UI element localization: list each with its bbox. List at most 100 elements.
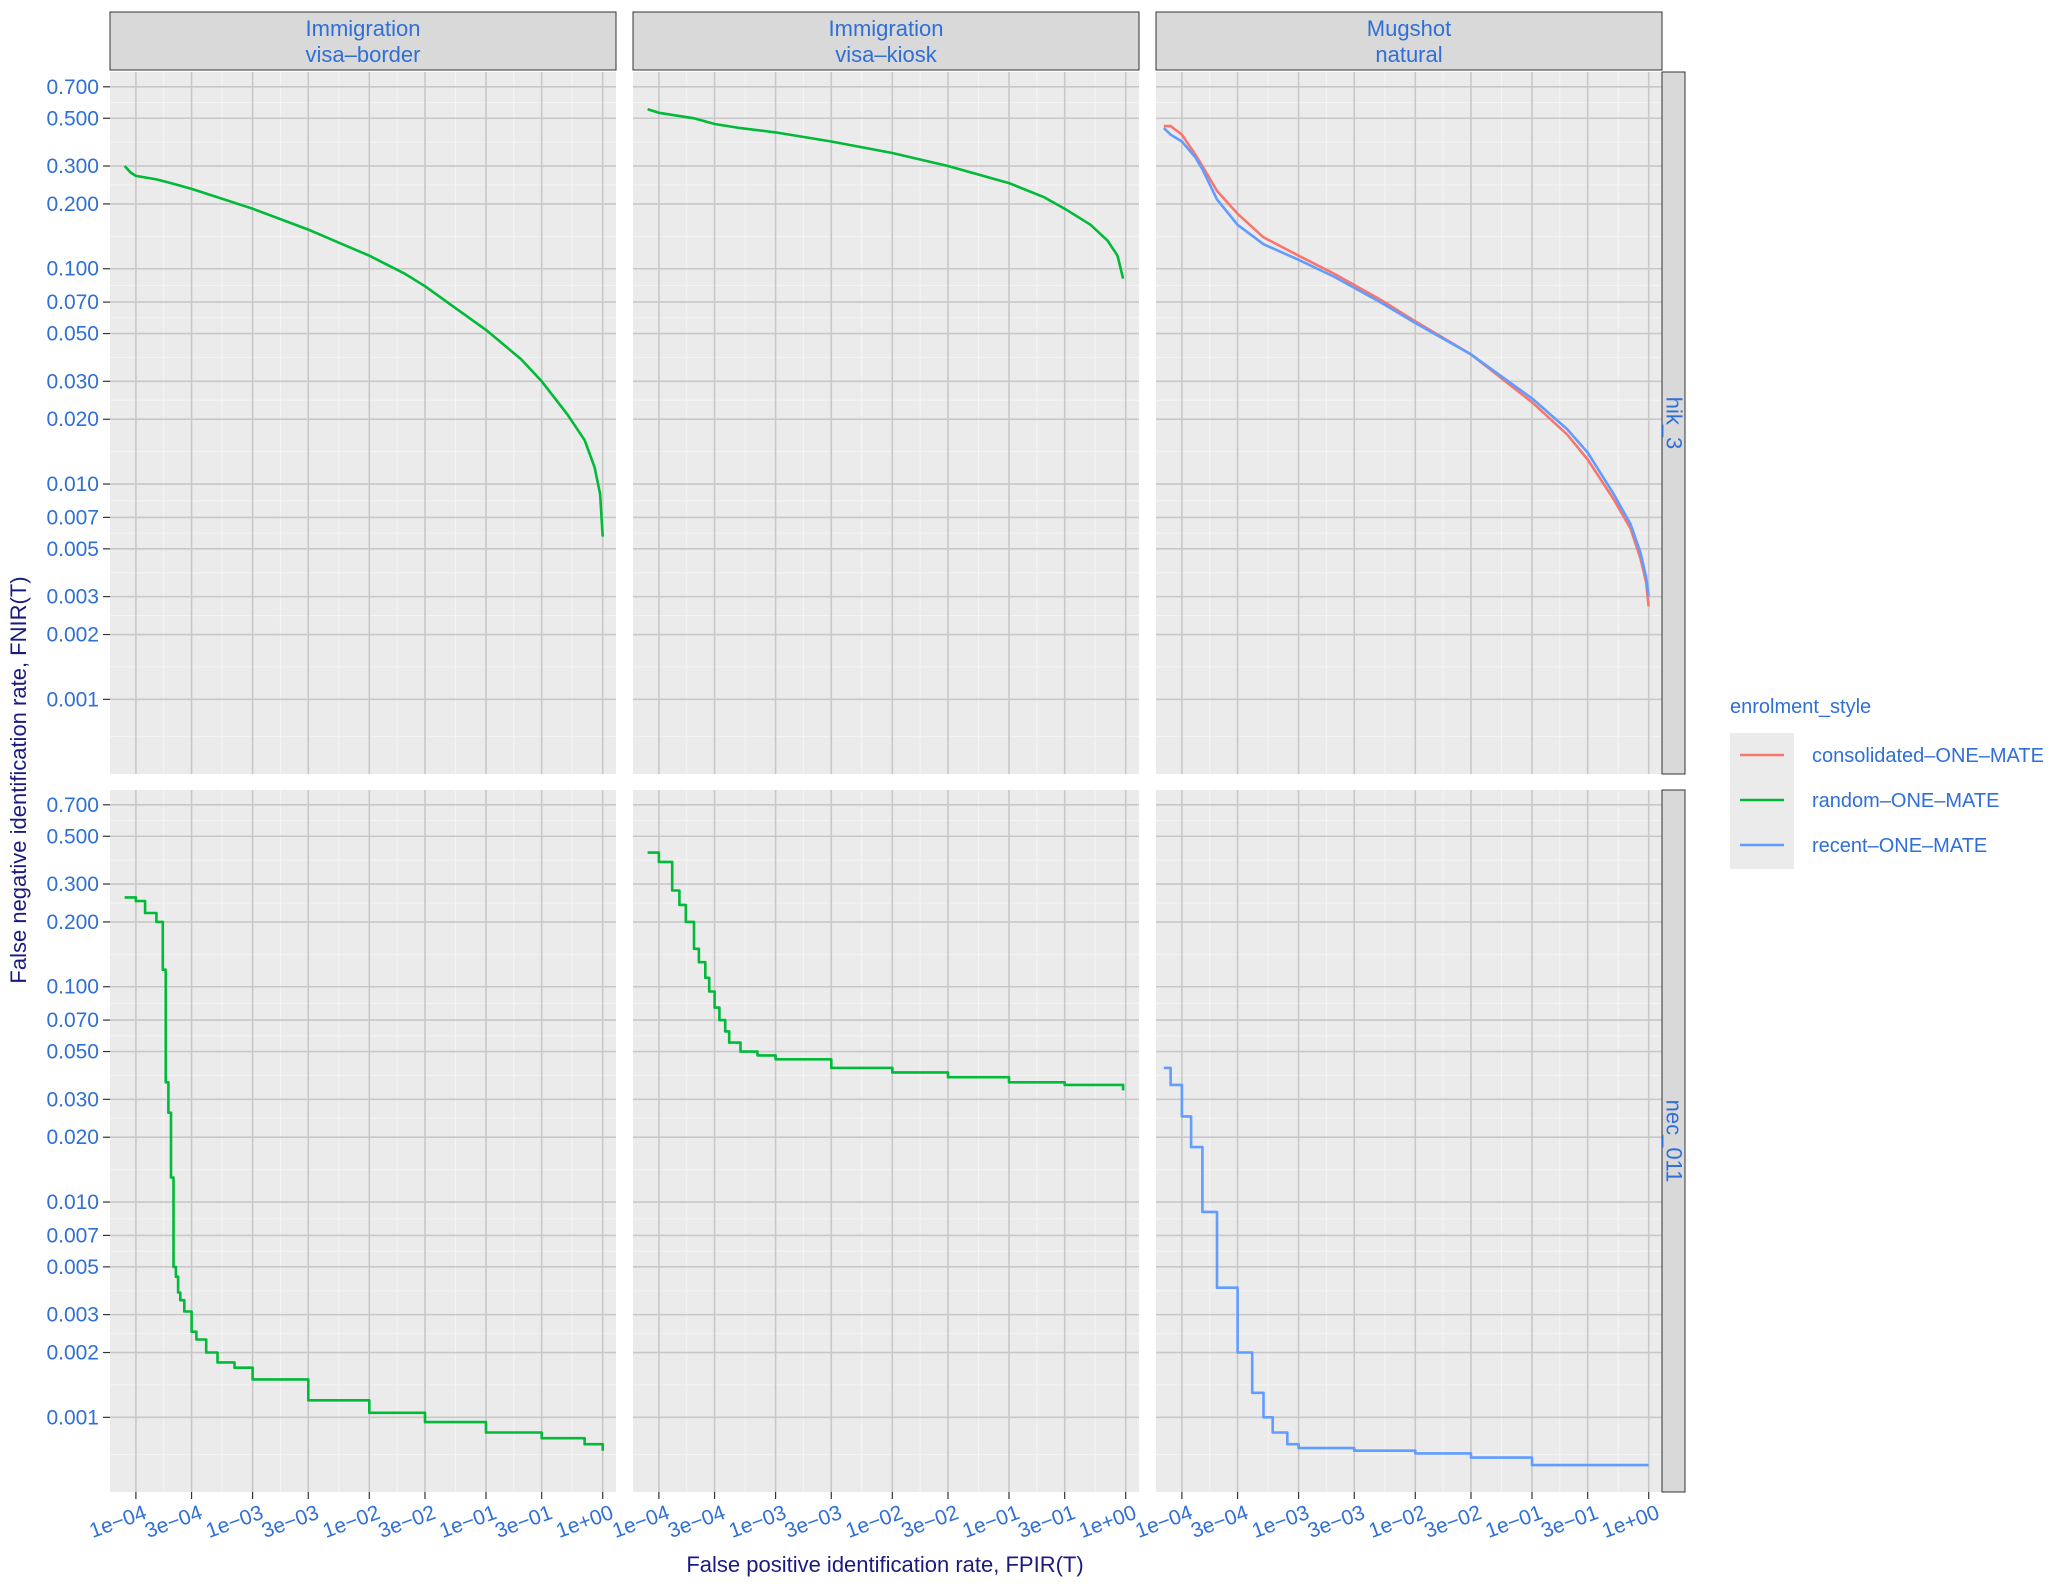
- y-tick-label: 0.010: [46, 1191, 99, 1214]
- panel-r1-c1: [633, 790, 1139, 1492]
- y-tick-label: 0.001: [46, 1406, 99, 1429]
- strip-label-line1: Immigration: [829, 16, 944, 41]
- x-tick-label: 3e−02: [375, 1501, 438, 1543]
- x-tick-label: 1e−02: [843, 1501, 906, 1543]
- series-line: [1162, 127, 1650, 597]
- row-strip-label: hik_3: [1662, 397, 1687, 450]
- legend-label: consolidated–ONE–MATE: [1812, 745, 2044, 767]
- strip-background: [1155, 11, 1663, 71]
- x-tick-label: 3e−02: [1421, 1501, 1484, 1543]
- strip-label-line2: natural: [1375, 42, 1442, 67]
- legend-entry: consolidated–ONE–MATE: [1740, 745, 2044, 767]
- y-tick-label: 0.003: [46, 586, 99, 609]
- y-tick-label: 0.070: [46, 291, 99, 314]
- series-line: [123, 165, 604, 537]
- x-tick-label: 3e−02: [898, 1501, 961, 1543]
- legend-entries: consolidated–ONE–MATE random–ONE–MATE rece…: [1740, 745, 2044, 857]
- series-group-r0-c2: [1162, 124, 1650, 607]
- legend-entry: random–ONE–MATE: [1740, 790, 1999, 812]
- x-tick-label: 3e−04: [142, 1501, 206, 1543]
- y-tick-label: 0.300: [46, 873, 99, 896]
- series-group-r0-c0: [123, 165, 604, 537]
- y-tick-label: 0.200: [46, 911, 99, 934]
- y-tick-label: 0.200: [46, 193, 99, 216]
- x-tick-labels: 1e−043e−041e−033e−031e−023e−021e−013e−01…: [86, 1492, 1662, 1543]
- strip-label-line2: visa–border: [306, 42, 421, 67]
- x-tick-label: 1e−02: [320, 1501, 383, 1543]
- x-tick-label: 1e−03: [203, 1501, 266, 1543]
- facet-strip-row-0: hik_3: [1661, 71, 1687, 775]
- strip-background: [632, 11, 1140, 71]
- panel-r0-c0: [110, 72, 616, 774]
- y-tick-label: 0.005: [46, 538, 99, 561]
- y-tick-label: 0.007: [46, 1224, 99, 1247]
- strip-label-line2: visa–kiosk: [835, 42, 937, 67]
- y-tick-label: 0.002: [46, 624, 99, 647]
- x-tick-label: 1e−01: [959, 1501, 1022, 1543]
- series-line: [124, 896, 604, 1451]
- series-line: [1163, 124, 1650, 607]
- y-axis-title: False negative identification rate, FNIR…: [6, 576, 31, 983]
- x-tick-label: 1e−04: [609, 1501, 673, 1543]
- x-tick-label: 1e+00: [553, 1501, 616, 1543]
- panel-background: [1156, 790, 1662, 1492]
- series-line: [647, 108, 1125, 279]
- row-strip-label: nec_011: [1662, 1100, 1687, 1183]
- legend-title: enrolment_style: [1730, 696, 1871, 718]
- series-group-r1-c2: [1163, 1066, 1649, 1467]
- series-group-r1-c0: [124, 896, 604, 1451]
- strip-background: [1661, 71, 1686, 775]
- x-tick-label: 3e−01: [492, 1501, 555, 1543]
- strip-label-line1: Mugshot: [1367, 16, 1451, 41]
- strip-label-line1: Immigration: [306, 16, 421, 41]
- x-tick-label: 3e−01: [1015, 1501, 1078, 1543]
- y-tick-label: 0.050: [46, 1041, 99, 1064]
- panel-background: [1156, 72, 1662, 774]
- y-tick-label: 0.030: [46, 370, 99, 393]
- y-tick-label: 0.300: [46, 155, 99, 178]
- legend-label: recent–ONE–MATE: [1812, 835, 1987, 857]
- strip-background: [1661, 789, 1686, 1493]
- y-tick-label: 0.700: [46, 794, 99, 817]
- x-tick-label: 1e+00: [1076, 1501, 1139, 1543]
- y-tick-label: 0.070: [46, 1009, 99, 1032]
- series-group-r1-c1: [647, 851, 1125, 1091]
- x-tick-label: 3e−03: [259, 1501, 322, 1543]
- y-tick-label: 0.005: [46, 1256, 99, 1279]
- panel-background: [110, 72, 616, 774]
- x-tick-label: 1e−02: [1366, 1501, 1429, 1543]
- x-tick-label: 1e−04: [86, 1501, 150, 1543]
- y-tick-label: 0.003: [46, 1304, 99, 1327]
- legend-entry: recent–ONE–MATE: [1740, 835, 1987, 857]
- legend: enrolment_style consolidated–ONE–MATE ran…: [1730, 696, 2044, 869]
- panel-background: [110, 790, 616, 1492]
- panel-r1-c2: [1156, 790, 1662, 1492]
- series-line: [1163, 1066, 1649, 1467]
- x-tick-label: 1e−03: [726, 1501, 789, 1543]
- x-tick-label: 3e−03: [782, 1501, 845, 1543]
- y-tick-label: 0.100: [46, 258, 99, 281]
- strip-background: [109, 11, 617, 71]
- panel-background: [633, 790, 1139, 1492]
- y-tick-label: 0.700: [46, 76, 99, 99]
- x-tick-label: 1e−04: [1132, 1501, 1196, 1543]
- y-tick-label: 0.002: [46, 1342, 99, 1365]
- y-tick-label: 0.001: [46, 688, 99, 711]
- legend-label: random–ONE–MATE: [1812, 790, 1999, 812]
- x-tick-label: 3e−04: [1188, 1501, 1252, 1543]
- y-tick-label: 0.010: [46, 473, 99, 496]
- panel-background: [633, 72, 1139, 774]
- y-tick-label: 0.030: [46, 1088, 99, 1111]
- facet-strip-row-1: nec_011: [1661, 789, 1687, 1493]
- y-tick-label: 0.500: [46, 825, 99, 848]
- y-tick-label: 0.100: [46, 976, 99, 999]
- x-tick-label: 3e−04: [665, 1501, 729, 1543]
- x-tick-label: 3e−01: [1538, 1501, 1601, 1543]
- y-tick-label: 0.007: [46, 506, 99, 529]
- x-tick-label: 1e+00: [1599, 1501, 1662, 1543]
- series-group-r0-c1: [647, 108, 1125, 279]
- y-tick-label: 0.050: [46, 323, 99, 346]
